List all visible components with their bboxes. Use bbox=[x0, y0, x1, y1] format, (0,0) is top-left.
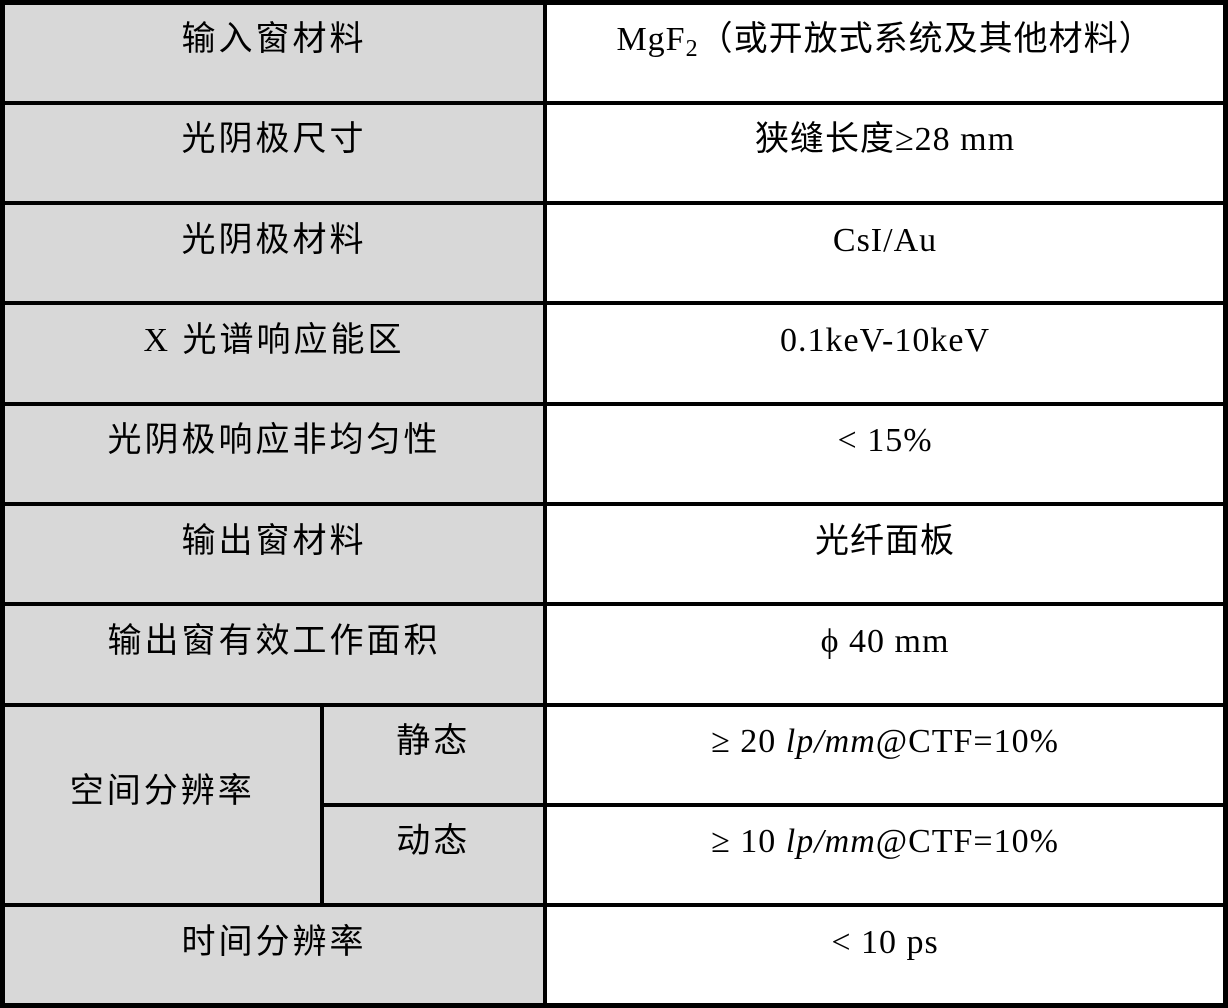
value-response-nonuniformity: < 15% bbox=[543, 401, 1228, 506]
dynamic-value-unit: lp/mm bbox=[785, 823, 876, 861]
label-output-window-area: 输出窗有效工作面积 bbox=[0, 602, 548, 707]
value-spatial-resolution-dynamic: ≥ 10 lp/mm@CTF=10% bbox=[543, 802, 1228, 908]
value-photocathode-size: 狭缝长度≥28 mm bbox=[543, 100, 1228, 206]
label-time-resolution: 时间分辨率 bbox=[0, 903, 548, 1008]
row-time-resolution: 时间分辨率 < 10 ps bbox=[0, 903, 1228, 1008]
label-response-nonuniformity: 光阴极响应非均匀性 bbox=[0, 401, 548, 506]
value-output-window-material: 光纤面板 bbox=[543, 501, 1228, 607]
label-photocathode-size: 光阴极尺寸 bbox=[0, 100, 548, 206]
row-spatial-resolution-dynamic: 动态 ≥ 10 lp/mm@CTF=10% bbox=[3, 802, 1228, 908]
value-formula-post: （或开放式系统及其他材料） bbox=[698, 21, 1154, 59]
label-spatial-mode-dynamic: 动态 bbox=[319, 802, 548, 908]
value-photocathode-material: CsI/Au bbox=[543, 201, 1228, 306]
value-xray-response-range: 0.1keV-10keV bbox=[543, 301, 1228, 406]
label-spatial-mode-static: 静态 bbox=[319, 702, 548, 807]
label-spatial-resolution: 空间分辨率 bbox=[0, 702, 324, 908]
row-photocathode-size: 光阴极尺寸 狭缝长度≥28 mm bbox=[0, 100, 1228, 206]
label-xray-response-range: X 光谱响应能区 bbox=[0, 301, 548, 406]
dynamic-value-post: @CTF=10% bbox=[875, 823, 1059, 861]
row-output-window-material: 输出窗材料 光纤面板 bbox=[0, 501, 1228, 607]
value-formula-subscript: 2 bbox=[685, 36, 699, 63]
static-value-post: @CTF=10% bbox=[875, 723, 1059, 761]
value-formula-pre: MgF bbox=[616, 21, 686, 59]
row-spatial-resolution-static: 空间分辨率 静态 ≥ 20 lp/mm@CTF=10% bbox=[0, 702, 1228, 908]
row-output-window-area: 输出窗有效工作面积 ϕ 40 mm bbox=[0, 602, 1228, 707]
row-response-nonuniformity: 光阴极响应非均匀性 < 15% bbox=[0, 401, 1228, 506]
dynamic-value-pre: ≥ 10 bbox=[711, 823, 786, 861]
value-spatial-resolution-static: ≥ 20 lp/mm@CTF=10% bbox=[543, 702, 1228, 807]
row-xray-response-range: X 光谱响应能区 0.1keV-10keV bbox=[0, 301, 1228, 406]
label-photocathode-material: 光阴极材料 bbox=[0, 201, 548, 306]
row-input-window-material: 输入窗材料 MgF2（或开放式系统及其他材料） bbox=[0, 0, 1228, 105]
value-input-window-material: MgF2（或开放式系统及其他材料） bbox=[543, 0, 1228, 105]
static-value-pre: ≥ 20 bbox=[711, 723, 786, 761]
static-value-unit: lp/mm bbox=[785, 723, 876, 761]
row-photocathode-material: 光阴极材料 CsI/Au bbox=[0, 201, 1228, 306]
label-output-window-material: 输出窗材料 bbox=[0, 501, 548, 607]
label-input-window-material: 输入窗材料 bbox=[0, 0, 548, 105]
value-time-resolution: < 10 ps bbox=[543, 903, 1228, 1008]
value-output-window-area: ϕ 40 mm bbox=[543, 602, 1228, 707]
